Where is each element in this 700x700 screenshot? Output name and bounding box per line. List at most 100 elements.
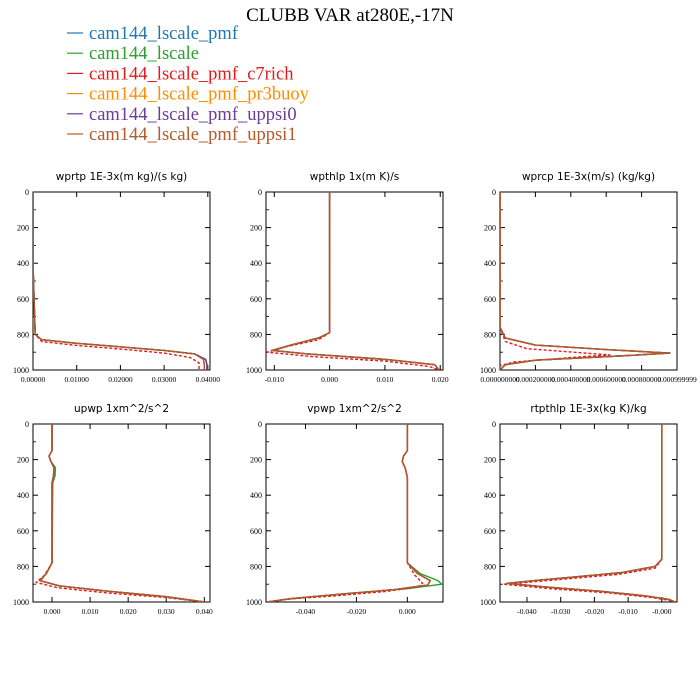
plot-area [33, 192, 208, 370]
panel-title: wpthlp 1x(m K)/s [310, 171, 400, 183]
y-tick-label: 1000 [480, 366, 496, 375]
x-tick-label: -0.030 [551, 607, 571, 616]
y-tick-label: 1000 [13, 598, 29, 607]
y-tick-label: 0 [492, 188, 496, 197]
x-tick-label: 0.010 [376, 375, 393, 384]
x-tick-label: 0.000999999 [657, 375, 697, 384]
y-tick-label: 200 [17, 456, 29, 465]
y-tick-label: 600 [17, 295, 29, 304]
y-tick-label: 1000 [13, 366, 29, 375]
x-tick-label: 0.010 [82, 607, 99, 616]
x-tick-label: -0.040 [517, 607, 537, 616]
y-tick-label: 400 [484, 491, 496, 500]
x-tick-label: 0.000800000 [622, 375, 662, 384]
y-tick-label: 0 [258, 420, 262, 429]
y-tick-label: 400 [17, 259, 29, 268]
figure-title: CLUBB VAR at280E,-17N [246, 5, 454, 26]
series-line [33, 192, 206, 370]
x-tick-label: 0.020 [120, 607, 137, 616]
x-tick-label: 0.000 [399, 607, 416, 616]
x-tick-label: 0.020 [432, 375, 449, 384]
y-tick-label: 400 [484, 259, 496, 268]
y-tick-label: 0 [258, 188, 262, 197]
legend-label: cam144_lscale_pmf_uppsi0 [89, 105, 297, 125]
y-tick-label: 1000 [246, 366, 262, 375]
x-tick-label: -0.010 [618, 607, 638, 616]
legend: cam144_lscale_pmfcam144_lscalecam144_lsc… [67, 24, 310, 145]
y-tick-label: 200 [250, 224, 262, 233]
plot-area [35, 424, 205, 602]
plot-area [267, 424, 443, 602]
chart-panel: wprcp 1E-3x(m/s) (kg/kg) 0 200 400 600 800 100… [480, 171, 697, 384]
y-tick-label: 800 [250, 330, 262, 339]
x-tick-label: 0.01000 [65, 375, 90, 384]
panel-title: upwp 1xm^2/s^2 [74, 403, 169, 415]
x-tick-label: 0.04000 [196, 375, 221, 384]
y-tick-label: 600 [250, 527, 262, 536]
panel-title: wprcp 1E-3x(m/s) (kg/kg) [522, 171, 655, 183]
series-line [270, 192, 440, 370]
series-line [267, 424, 431, 602]
x-tick-label: -0.000 [652, 607, 672, 616]
panel-title: rtpthlp 1E-3x(kg K)/kg [530, 403, 646, 415]
legend-item: cam144_lscale [67, 44, 199, 64]
x-tick-label: 0.000600000 [587, 375, 627, 384]
legend-item: cam144_lscale_pmf_uppsi1 [67, 125, 297, 145]
chart-panel: wprtp 1E-3x(m kg)/(s kg) 0 200 400 600 800 100… [13, 171, 220, 384]
x-tick-label: 0.000 [44, 607, 61, 616]
y-tick-label: 600 [484, 295, 496, 304]
x-tick-label: 0.030 [158, 607, 175, 616]
y-tick-label: 0 [492, 420, 496, 429]
chart-panel: rtpthlp 1E-3x(kg K)/kg 0 200 400 600 800 1000 -… [480, 403, 678, 616]
chart-panel: wpthlp 1x(m K)/s 0 200 400 600 800 1000-0.010 0… [246, 171, 449, 384]
x-tick-label: 0.000 [321, 375, 338, 384]
legend-label: cam144_lscale_pmf_pr3buoy [89, 85, 310, 105]
legend-item: cam144_lscale_pmf_pr3buoy [67, 85, 310, 105]
legend-item: cam144_lscale_pmf_c7rich [67, 64, 293, 84]
x-tick-label: 0.02000 [108, 375, 133, 384]
legend-item: cam144_lscale_pmf_uppsi0 [67, 105, 297, 125]
plot-area [502, 424, 676, 602]
y-tick-label: 400 [250, 259, 262, 268]
chart-panel: upwp 1xm^2/s^2 0 200 400 600 800 1000 0.000 0.01… [13, 403, 213, 616]
y-tick-label: 600 [484, 527, 496, 536]
y-tick-label: 400 [250, 491, 262, 500]
y-tick-label: 800 [484, 330, 496, 339]
y-tick-label: 800 [17, 562, 29, 571]
series-line [502, 424, 676, 602]
legend-label: cam144_lscale [89, 44, 199, 64]
y-tick-label: 200 [17, 224, 29, 233]
legend-label: cam144_lscale_pmf_c7rich [89, 64, 293, 84]
x-tick-label: -0.010 [265, 375, 285, 384]
x-tick-label: 0.040 [196, 607, 213, 616]
y-tick-label: 200 [250, 456, 262, 465]
y-tick-label: 600 [17, 527, 29, 536]
y-tick-label: 0 [25, 188, 29, 197]
x-tick-label: -0.040 [296, 607, 316, 616]
y-tick-label: 400 [17, 491, 29, 500]
legend-item: cam144_lscale_pmf [67, 24, 239, 44]
y-tick-label: 600 [250, 295, 262, 304]
panel-title: vpwp 1xm^2/s^2 [307, 403, 402, 415]
panel-title: wprtp 1E-3x(m kg)/(s kg) [56, 171, 187, 183]
series-line [267, 424, 424, 602]
x-tick-label: 0.00000 [21, 375, 46, 384]
y-tick-label: 800 [17, 330, 29, 339]
y-tick-label: 200 [484, 456, 496, 465]
chart-panel: vpwp 1xm^2/s^2 0 200 400 600 800 1000 -0.040 -0.… [246, 403, 444, 616]
plot-area [266, 192, 440, 370]
legend-label: cam144_lscale_pmf [89, 24, 239, 44]
plot-area [500, 192, 671, 370]
series-line [506, 424, 676, 602]
y-tick-label: 1000 [480, 598, 496, 607]
series-line [500, 192, 669, 370]
x-tick-label: 0.03000 [152, 375, 177, 384]
legend-label: cam144_lscale_pmf_uppsi1 [89, 125, 297, 145]
x-tick-label: 0.000000000 [480, 375, 520, 384]
x-tick-label: -0.020 [585, 607, 605, 616]
y-tick-label: 800 [250, 562, 262, 571]
panels: wprtp 1E-3x(m kg)/(s kg) 0 200 400 600 800 100… [13, 171, 697, 616]
series-line [39, 424, 205, 602]
